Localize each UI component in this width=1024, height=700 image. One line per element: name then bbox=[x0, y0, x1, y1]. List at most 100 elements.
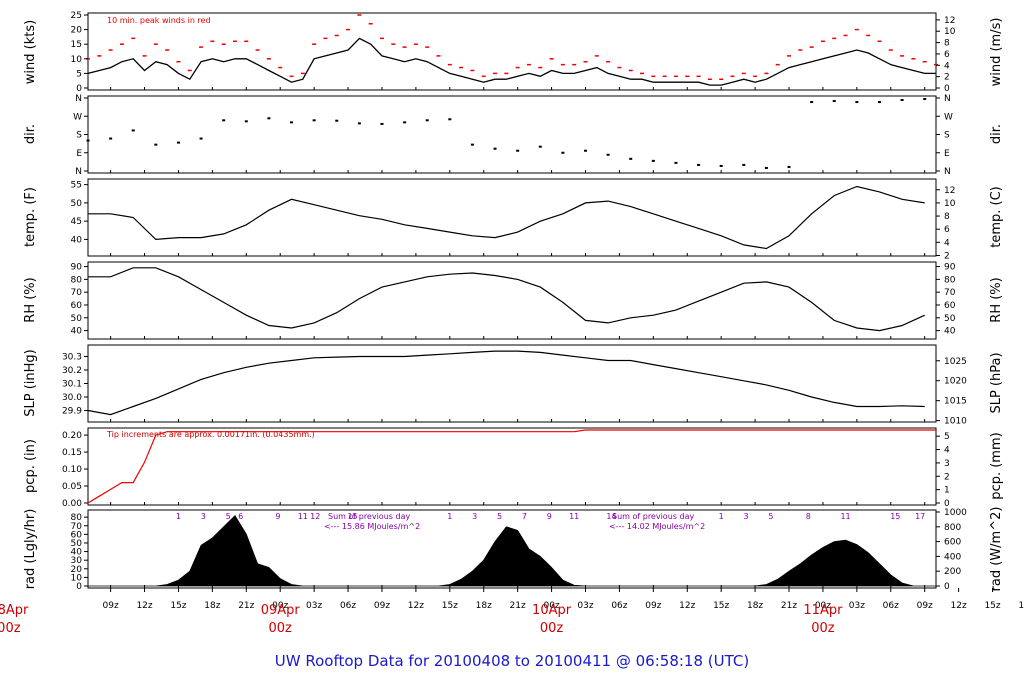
wind-right-tick-label: 12 bbox=[944, 16, 955, 26]
slp-right-tick-label: 1015 bbox=[944, 397, 967, 407]
hour-tick-label: 21z bbox=[510, 601, 526, 611]
hour-tick-label: 15z bbox=[984, 601, 1000, 611]
dir-right-tick-label: S bbox=[944, 131, 950, 141]
rad-area bbox=[88, 515, 936, 587]
temp-right-tick-label: 2 bbox=[944, 251, 950, 261]
rh-right-tick-label: 40 bbox=[944, 327, 956, 337]
pcp-right-tick-label: 5 bbox=[944, 432, 950, 442]
dir-point bbox=[832, 100, 836, 103]
wind-left-tick-label: 20 bbox=[71, 26, 83, 36]
slp-series bbox=[87, 350, 925, 416]
temp-right-tick-label: 12 bbox=[944, 186, 955, 196]
wind-line bbox=[87, 37, 936, 86]
dir-point bbox=[109, 137, 113, 140]
pcp-note: Tip increments are approx. 0.00171in. (0… bbox=[106, 430, 315, 439]
temp-series bbox=[88, 185, 925, 250]
dir-left-title: dir. bbox=[23, 124, 38, 144]
slp-left-tick-label: 30.1 bbox=[62, 380, 82, 390]
hour-tick-label: 18z bbox=[476, 601, 492, 611]
dir-right-tick-label: E bbox=[944, 149, 950, 159]
date-label-day: 10Apr bbox=[532, 603, 572, 618]
date-label-day: 11Apr bbox=[803, 603, 843, 618]
dir-point bbox=[697, 163, 701, 166]
rad-right-title: rad (W/m^2) bbox=[989, 507, 1004, 592]
rad-sum-label-2: Sum of previous day bbox=[612, 512, 694, 521]
dir-point bbox=[538, 145, 542, 148]
rad-panel: rad (Lgly/hr) rad (W/m^2) Sum of previou… bbox=[23, 507, 1004, 592]
rh-left-tick-label: 40 bbox=[71, 327, 83, 337]
page-title: UW Rooftop Data for 20100408 to 20100411… bbox=[275, 652, 749, 670]
slp-right-tick-label: 1025 bbox=[944, 357, 967, 367]
rad-hour-mark: 5 bbox=[226, 512, 231, 521]
pcp-left-title: pcp. (in) bbox=[23, 439, 38, 493]
temp-left-title: temp. (F) bbox=[23, 187, 38, 247]
temp-left-tick-label: 40 bbox=[71, 235, 83, 245]
temp-right-tick-label: 4 bbox=[944, 238, 950, 248]
dir-left-tick-label: N bbox=[75, 94, 82, 104]
wind-left-tick-label: 25 bbox=[71, 11, 82, 21]
dir-point bbox=[335, 119, 339, 122]
hour-tick-label: 09z bbox=[645, 601, 661, 611]
dir-left-tick-label: W bbox=[73, 112, 82, 122]
rad-right-tick-label: 600 bbox=[944, 538, 961, 548]
slp-panel: SLP (inHg) SLP (hPa) 29.9 30.0 30.1 30.2 30.… bbox=[23, 344, 1004, 427]
wind-panel: 10 min. peak winds in red wind (kts) win… bbox=[23, 11, 1004, 94]
hour-tick-label: 18z bbox=[204, 601, 220, 611]
hour-tick-label: 03z bbox=[306, 601, 322, 611]
hour-tick-label: 18z bbox=[1018, 601, 1024, 611]
hour-tick-label: 09z bbox=[374, 601, 390, 611]
rad-hour-mark: 15 bbox=[347, 512, 357, 521]
dir-right-tick-label: N bbox=[944, 167, 951, 177]
pcp-left-tick-label: 0.20 bbox=[62, 431, 82, 441]
wind-left-tick-label: 15 bbox=[71, 40, 82, 50]
wind-right-tick-label: 10 bbox=[944, 27, 956, 37]
hour-tick-label: 21z bbox=[781, 601, 797, 611]
dir-point bbox=[674, 161, 678, 164]
date-label-hour: 00z bbox=[0, 621, 21, 636]
rh-series bbox=[88, 267, 925, 332]
rad-hour-mark: 1 bbox=[719, 512, 724, 521]
dir-point bbox=[516, 149, 520, 152]
rad-sum-value-2: <--- 14.02 MJoules/m^2 bbox=[609, 522, 705, 531]
rad-hour-mark: 3 bbox=[472, 512, 477, 521]
rad-hour-mark: 1 bbox=[447, 512, 452, 521]
pcp-right-tick-label: 3 bbox=[944, 459, 950, 469]
temp-right-tick-label: 6 bbox=[944, 225, 950, 235]
dir-point bbox=[357, 122, 361, 125]
rad-hour-mark: 6 bbox=[238, 512, 243, 521]
rad-hour-mark: 5 bbox=[497, 512, 502, 521]
hour-tick-label: 06z bbox=[883, 601, 899, 611]
temp-right-tick-label: 8 bbox=[944, 212, 950, 222]
dir-point bbox=[855, 101, 859, 104]
hour-tick-label: 15z bbox=[170, 601, 186, 611]
rad-right-tick-label: 1000 bbox=[944, 508, 967, 518]
dir-point bbox=[176, 141, 180, 144]
hour-tick-label: 21z bbox=[238, 601, 254, 611]
slp-left-tick-label: 30.0 bbox=[62, 393, 82, 403]
rad-hour-mark: 11 bbox=[298, 512, 308, 521]
rad-left-tick-label: 0 bbox=[76, 582, 82, 592]
dir-point bbox=[606, 153, 610, 156]
dir-point bbox=[764, 166, 768, 169]
date-label-day: 09Apr bbox=[261, 603, 301, 618]
temp-panel: temp. (F) temp. (C) 40 45 50 55 2 4 6 8 10 12 bbox=[23, 178, 1004, 261]
pcp-left-tick-label: 0.00 bbox=[62, 499, 82, 509]
time-axis: 09z 12z 15z 18z 21z 00z 03z 06z 09z 12z 15z 18z 21z 0… bbox=[0, 87, 1024, 636]
pcp-right-title: pcp. (mm) bbox=[989, 432, 1004, 499]
slp-right-tick-label: 1010 bbox=[944, 417, 967, 427]
hour-tick-label: 12z bbox=[136, 601, 152, 611]
rh-line bbox=[88, 267, 925, 332]
temp-left-tick-label: 45 bbox=[71, 217, 82, 227]
hour-tick-label: 00z bbox=[543, 601, 559, 611]
wind-right-tick-label: 2 bbox=[944, 73, 950, 83]
slp-panel-frame bbox=[87, 344, 937, 423]
temp-left-tick-label: 55 bbox=[71, 181, 82, 191]
rad-left-title: rad (Lgly/hr) bbox=[23, 509, 38, 590]
rad-left-tick-label: 60 bbox=[71, 530, 83, 540]
dir-left-tick-label: N bbox=[75, 167, 82, 177]
rh-left-tick-label: 90 bbox=[71, 263, 83, 273]
dir-point bbox=[425, 119, 429, 122]
rad-right-tick-label: 0 bbox=[944, 582, 950, 592]
dir-point bbox=[380, 122, 384, 125]
